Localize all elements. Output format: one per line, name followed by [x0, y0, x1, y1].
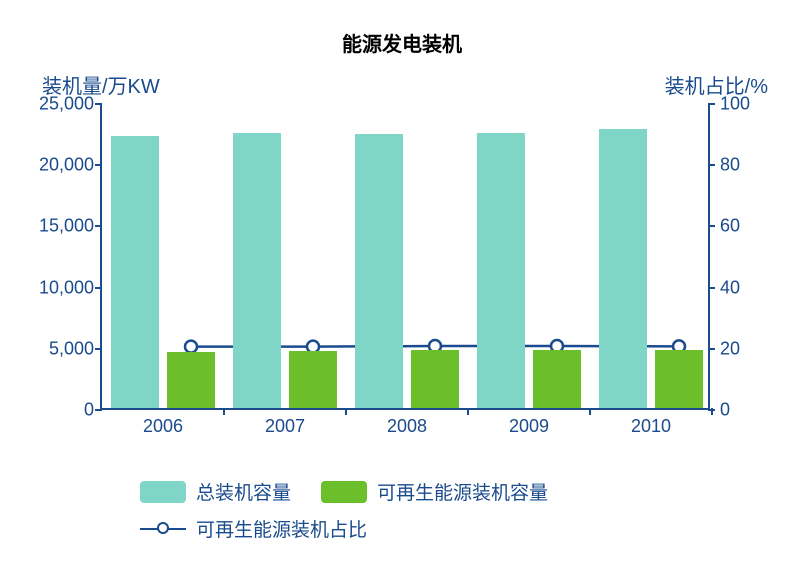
tick-mark: [95, 409, 102, 411]
ytick-left: 10,000: [38, 277, 94, 298]
tick-mark: [345, 408, 347, 415]
ytick-left: 15,000: [38, 216, 94, 237]
tick-mark: [708, 103, 715, 105]
ytick-right: 40: [720, 277, 740, 298]
tick-mark: [95, 348, 102, 350]
ytick-right: 100: [720, 94, 750, 115]
legend-swatch-total: [140, 481, 186, 503]
tick-mark: [708, 225, 715, 227]
ytick-left: 5,000: [38, 338, 94, 359]
ytick-right: 80: [720, 155, 740, 176]
bar: [167, 352, 215, 408]
xtick-label: 2009: [509, 416, 549, 437]
ytick-left: 0: [38, 400, 94, 421]
tick-mark: [467, 408, 469, 415]
legend-label-total: 总装机容量: [196, 478, 291, 505]
chart-area: 装机量/万KW 装机占比/% 05,00010,00015,00020,0002…: [36, 70, 768, 450]
ytick-right: 0: [720, 400, 730, 421]
bar: [533, 350, 581, 408]
tick-mark: [95, 287, 102, 289]
ytick-left: 20,000: [38, 155, 94, 176]
bar: [411, 350, 459, 408]
legend-line-icon: [140, 518, 186, 540]
bar: [233, 133, 281, 408]
xtick-label: 2007: [265, 416, 305, 437]
xtick-label: 2010: [631, 416, 671, 437]
ytick-right: 60: [720, 216, 740, 237]
legend-row: 可再生能源装机占比: [140, 515, 578, 542]
tick-mark: [95, 103, 102, 105]
tick-mark: [95, 164, 102, 166]
legend-label-line: 可再生能源装机占比: [196, 515, 367, 542]
y-axis-right-label: 装机占比/%: [665, 70, 768, 99]
ytick-right: 20: [720, 338, 740, 359]
legend-swatch-renewable: [321, 481, 367, 503]
legend: 总装机容量 可再生能源装机容量 可再生能源装机占比: [140, 478, 578, 552]
tick-mark: [711, 408, 713, 415]
bar: [111, 136, 159, 408]
tick-mark: [708, 348, 715, 350]
tick-mark: [95, 225, 102, 227]
tick-mark: [708, 287, 715, 289]
chart-title: 能源发电装机: [0, 0, 804, 57]
xtick-label: 2008: [387, 416, 427, 437]
tick-mark: [589, 408, 591, 415]
plot-region: 05,00010,00015,00020,00025,0000204060801…: [100, 104, 710, 410]
bar: [355, 134, 403, 408]
legend-label-renewable: 可再生能源装机容量: [377, 478, 548, 505]
legend-row: 总装机容量 可再生能源装机容量: [140, 478, 578, 505]
ytick-left: 25,000: [38, 94, 94, 115]
bar: [289, 351, 337, 408]
tick-mark: [223, 408, 225, 415]
xtick-label: 2006: [143, 416, 183, 437]
bar: [477, 133, 525, 408]
tick-mark: [708, 164, 715, 166]
bar: [655, 350, 703, 408]
bar: [599, 129, 647, 408]
